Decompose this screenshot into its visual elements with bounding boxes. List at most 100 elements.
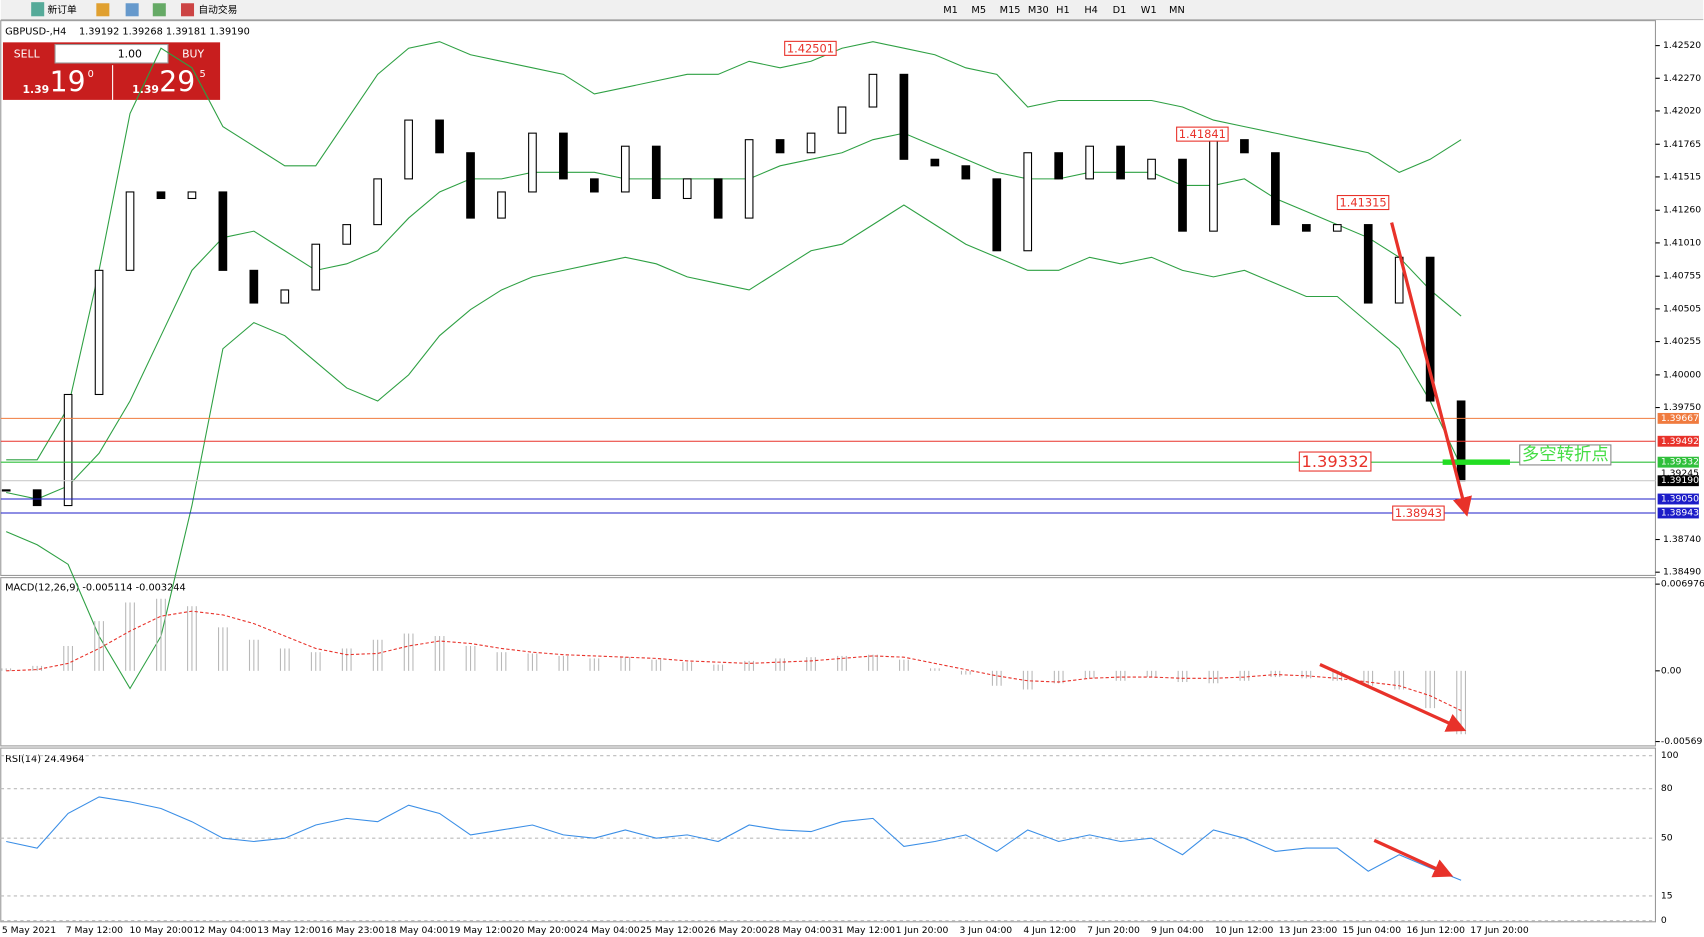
x-tick-label: 1 Jun 20:00 (896, 925, 949, 936)
trend-arrow (1373, 838, 1454, 878)
candle (590, 178, 599, 193)
candle (1332, 224, 1342, 232)
buy-big[interactable]: 1.39 (132, 83, 159, 96)
band-2 (5, 204, 1462, 690)
timeframe[interactable]: H1 (1056, 5, 1070, 16)
timeframe[interactable]: W1 (1141, 5, 1157, 16)
candle (497, 191, 506, 219)
buy-pips[interactable]: 29 (159, 66, 195, 99)
sell-big[interactable]: 1.39 (22, 83, 49, 96)
rsi-title: RSI(14) 24.4964 (5, 754, 84, 765)
y-tick-label: 0.00 (1661, 665, 1682, 676)
auto-trade-icon[interactable] (181, 3, 195, 17)
level-label-bg (1657, 507, 1699, 519)
candle (868, 73, 878, 108)
buy-button[interactable]: BUY (182, 47, 204, 60)
price-annotation: 1.39332 (1301, 452, 1368, 471)
timeframe[interactable]: H4 (1084, 5, 1098, 16)
candle (806, 132, 816, 154)
candle (1023, 152, 1033, 252)
band-0 (6, 41, 1462, 461)
new-order-icon[interactable] (31, 2, 45, 17)
x-tick-label: 20 May 20:00 (513, 925, 576, 936)
x-tick-label: 17 Jun 20:00 (1470, 925, 1529, 936)
price-annotation: 1.41315 (1340, 196, 1387, 210)
auto-trade[interactable]: 自动交易 (198, 3, 237, 16)
trade-panel: SELL BUY 1.00 1.39 19 0 1.39 29 5 (2, 42, 221, 100)
x-tick-label: 10 Jun 12:00 (1215, 925, 1274, 936)
y-tick-label: 15 (1661, 890, 1673, 901)
annotation-box (784, 40, 837, 56)
x-tick-label: 9 Jun 04:00 (1151, 925, 1204, 936)
price-annotation: 1.38943 (1395, 506, 1442, 520)
y-tick-label: 1.39750 (1663, 402, 1701, 413)
sell-button[interactable]: SELL (14, 47, 40, 60)
candle (1147, 158, 1156, 180)
candle (466, 152, 475, 219)
candle (713, 178, 723, 219)
tool-icon[interactable] (152, 3, 166, 17)
candle (1301, 224, 1311, 232)
candle (435, 119, 444, 154)
x-tick-label: 7 Jun 20:00 (1087, 925, 1140, 936)
candle (1116, 145, 1125, 180)
annotation-box (1176, 126, 1229, 142)
y-tick-label: 80 (1661, 783, 1673, 794)
candle (1054, 152, 1064, 180)
timeframe[interactable]: M30 (1028, 5, 1049, 16)
x-tick-label: 7 May 12:00 (66, 925, 123, 936)
x-tick-label: 15 Jun 04:00 (1343, 925, 1402, 936)
new-order[interactable]: 新订单 (47, 3, 77, 16)
x-tick-label: 18 May 04:00 (385, 925, 448, 936)
candle (682, 178, 692, 200)
level-label-bg (1657, 412, 1699, 424)
candle (373, 178, 383, 226)
macd-frame (0, 577, 1656, 747)
candle (1209, 139, 1218, 232)
trend-arrow (1319, 662, 1467, 732)
annotation-box (1336, 194, 1390, 211)
tool-icon[interactable] (125, 3, 139, 17)
annotation-box (1392, 505, 1445, 521)
candle (63, 393, 73, 507)
candle (280, 289, 290, 304)
candle (311, 243, 321, 291)
level-label: 1.39667 (1661, 413, 1699, 424)
trend-arrow (1390, 222, 1472, 517)
candle (930, 158, 940, 167)
candle (651, 145, 661, 200)
annotation-box (1298, 451, 1372, 472)
timeframe[interactable]: M15 (1000, 5, 1021, 16)
level-label-bg (1657, 435, 1699, 447)
y-tick-label: 1.41010 (1663, 237, 1701, 248)
x-tick-label: 13 Jun 23:00 (1279, 925, 1338, 936)
lot-input[interactable] (54, 43, 169, 64)
level-label: 1.39492 (1661, 436, 1699, 447)
x-tick-label: 13 May 12:00 (257, 925, 320, 936)
lot[interactable]: 1.00 (118, 47, 142, 60)
y-tick-label: 0.006976 (1661, 579, 1704, 590)
sell-pips[interactable]: 19 (50, 66, 86, 99)
x-tick-label: 28 May 04:00 (768, 925, 831, 936)
timeframe[interactable]: D1 (1113, 5, 1127, 16)
timeframe[interactable]: M1 (943, 5, 958, 16)
candle (187, 191, 197, 200)
y-tick-label: -0.00569 (1661, 736, 1703, 747)
y-tick-label: 1.40000 (1663, 369, 1701, 380)
candle (559, 132, 568, 180)
y-tick-label: 1.42270 (1663, 73, 1701, 84)
candle (899, 73, 909, 160)
candle (992, 178, 1002, 252)
tool-icon[interactable] (96, 3, 110, 17)
candle (249, 269, 259, 304)
sell-frac[interactable]: 0 (88, 69, 94, 80)
buy-frac[interactable]: 5 (199, 69, 205, 80)
x-tick-label: 10 May 20:00 (130, 925, 193, 936)
timeframe[interactable]: M5 (971, 5, 986, 16)
y-tick-label: 100 (1661, 750, 1679, 761)
y-tick-label: 1.41260 (1663, 205, 1701, 216)
x-tick-label: 25 May 12:00 (640, 925, 703, 936)
timeframe[interactable]: MN (1169, 5, 1185, 16)
candle (528, 132, 537, 193)
